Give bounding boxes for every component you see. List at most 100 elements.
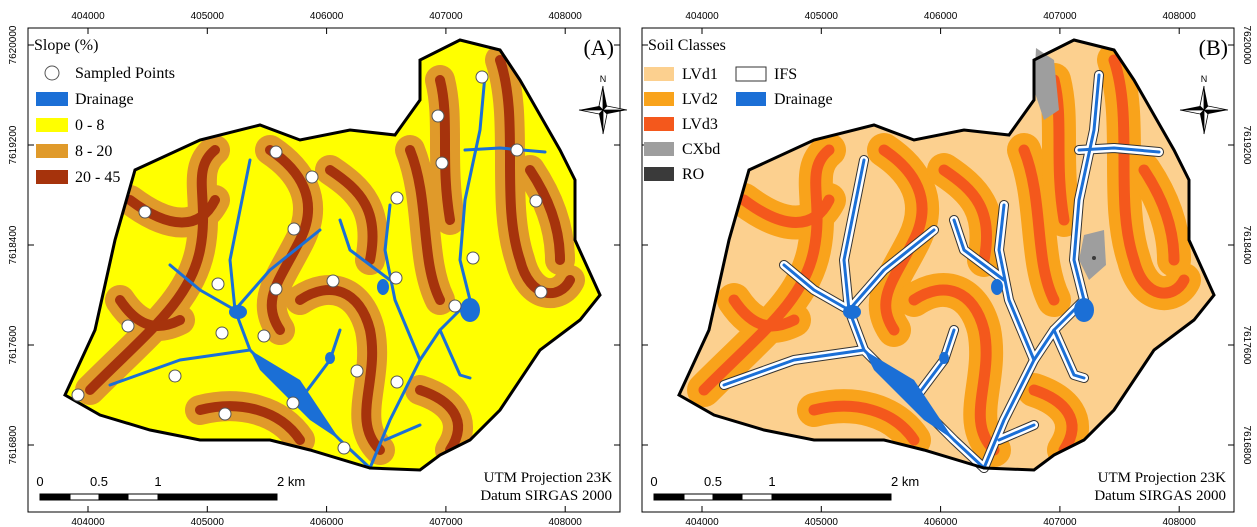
scale-segment — [157, 493, 278, 501]
legend-item: LVd3 — [644, 116, 718, 133]
x-tick-label: 406000 — [310, 517, 344, 527]
x-tick-label: 408000 — [549, 517, 583, 527]
projection-note: UTM Projection 23K — [484, 470, 612, 486]
scale-segment — [69, 493, 100, 501]
y-tick-label: 7618400 — [8, 225, 19, 264]
x-tick-label: 408000 — [549, 11, 583, 22]
legend-title: Soil Classes — [648, 37, 726, 54]
legend-label: 20 - 45 — [75, 169, 120, 186]
swatch — [736, 92, 766, 106]
x-tick-label: 407000 — [1043, 517, 1077, 527]
swatch — [644, 92, 674, 106]
x-tick-label: 406000 — [924, 517, 958, 527]
legend-item: LVd2 — [644, 91, 718, 108]
panel-label: (A) — [583, 35, 614, 60]
north-label: N — [600, 74, 607, 84]
x-tick-label: 405000 — [191, 517, 225, 527]
swatch — [644, 142, 674, 156]
x-tick-label: 406000 — [924, 11, 958, 22]
projection-note: Datum SIRGAS 2000 — [480, 488, 612, 504]
x-tick-label: 404000 — [71, 517, 105, 527]
legend-label: IFS — [774, 66, 797, 83]
projection-note: UTM Projection 23K — [1098, 470, 1226, 486]
scale-label: 0 — [36, 474, 43, 489]
swatch — [644, 67, 674, 81]
swatch — [36, 144, 68, 158]
scale-label: 0.5 — [704, 474, 722, 489]
map-a — [27, 27, 621, 513]
x-tick-label: 408000 — [1163, 517, 1197, 527]
legend-label: RO — [682, 166, 704, 183]
scale-segment — [741, 493, 773, 501]
x-tick-label: 404000 — [685, 11, 719, 22]
legend-label: Sampled Points — [75, 65, 175, 82]
x-tick-label: 407000 — [1043, 11, 1077, 22]
swatch — [644, 167, 674, 181]
legend-label: LVd2 — [682, 91, 718, 108]
x-tick-label: 408000 — [1163, 11, 1197, 22]
legend-label: Drainage — [774, 91, 833, 108]
swatch — [735, 66, 767, 82]
y-tick-label: 7617600 — [1241, 326, 1252, 365]
swatch — [36, 92, 68, 106]
scale-segment — [39, 493, 71, 501]
map-b — [641, 27, 1235, 513]
scale-segment — [771, 493, 892, 501]
legend-item: 20 - 45 — [36, 169, 120, 186]
y-tick-label: 7619200 — [1241, 126, 1252, 165]
legend-item: RO — [644, 166, 704, 183]
sampled-points — [71, 70, 548, 455]
y-tick-label: 7616800 — [1241, 426, 1252, 465]
scale-segment — [127, 493, 159, 501]
legend-item: 8 - 20 — [36, 143, 112, 160]
legend-label: Drainage — [75, 91, 134, 108]
legend-item: 0 - 8 — [36, 117, 104, 134]
legend-title: Slope (%) — [34, 37, 98, 54]
swatch — [644, 117, 674, 131]
panel-overlay: 404000 404000 405000 405000 406000 406000 4070… — [642, 11, 1252, 527]
legend-label: LVd1 — [682, 66, 718, 83]
y-tick-label: 7619200 — [8, 125, 19, 164]
scale-label: 0 — [650, 474, 657, 489]
y-tick-label: 7620000 — [8, 25, 19, 64]
scale-label: 1 — [768, 474, 775, 489]
legend-item: Sampled Points — [44, 65, 175, 82]
legend-label: LVd3 — [682, 116, 718, 133]
y-tick-label: 7620000 — [1241, 26, 1252, 65]
legend-label: 8 - 20 — [75, 143, 112, 160]
projection-note: Datum SIRGAS 2000 — [1094, 488, 1226, 504]
swatch — [36, 118, 68, 132]
legend-label: 0 - 8 — [75, 117, 104, 134]
y-tick-label: 7617600 — [8, 325, 19, 364]
legend-item: IFS — [735, 66, 797, 83]
north-label: N — [1201, 74, 1208, 84]
x-tick-label: 407000 — [429, 517, 463, 527]
legend-label: CXbd — [682, 141, 720, 158]
scale-label: 0.5 — [90, 474, 108, 489]
legend-item: Drainage — [736, 91, 833, 108]
scale-segment — [653, 493, 685, 501]
panel-label: (B) — [1199, 35, 1228, 60]
legend-item: CXbd — [644, 141, 720, 158]
x-tick-label: 406000 — [310, 11, 344, 22]
x-tick-label: 405000 — [805, 517, 839, 527]
legend-item: LVd1 — [644, 66, 718, 83]
x-tick-label: 405000 — [805, 11, 839, 22]
panel-overlay: 404000 404000 405000 405000 406000 406000 4070… — [8, 11, 628, 527]
x-tick-label: 404000 — [71, 11, 105, 22]
scale-label: 2 km — [277, 474, 305, 489]
y-tick-label: 7618400 — [1241, 226, 1252, 265]
x-tick-label: 405000 — [191, 11, 225, 22]
swatch — [44, 65, 60, 81]
legend-item: Drainage — [36, 91, 134, 108]
swatch — [36, 170, 68, 184]
scale-segment — [683, 493, 714, 501]
scale-segment — [98, 493, 129, 501]
scale-label: 1 — [154, 474, 161, 489]
scale-segment — [712, 493, 743, 501]
x-tick-label: 404000 — [685, 517, 719, 527]
y-tick-label: 7616800 — [8, 425, 19, 464]
scale-label: 2 km — [891, 474, 919, 489]
x-tick-label: 407000 — [429, 11, 463, 22]
